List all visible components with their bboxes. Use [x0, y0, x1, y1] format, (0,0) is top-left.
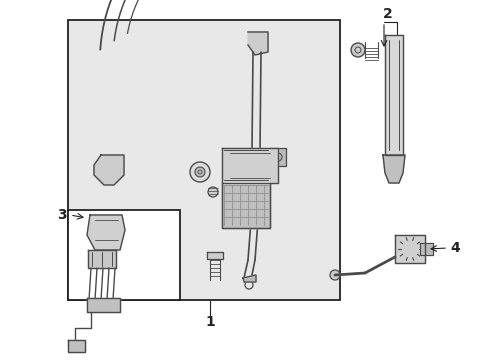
Circle shape	[406, 245, 414, 253]
Polygon shape	[94, 155, 124, 185]
Bar	[68, 20, 340, 300]
Text: 3: 3	[57, 208, 67, 222]
Polygon shape	[383, 155, 405, 183]
Polygon shape	[87, 215, 125, 250]
Text: 2: 2	[383, 7, 393, 21]
Bar	[68, 210, 180, 300]
Circle shape	[208, 187, 218, 197]
Circle shape	[256, 34, 264, 42]
Polygon shape	[222, 183, 270, 228]
Polygon shape	[420, 243, 433, 255]
Circle shape	[330, 270, 340, 280]
Polygon shape	[395, 235, 425, 263]
Polygon shape	[385, 35, 403, 155]
Polygon shape	[248, 32, 268, 55]
Circle shape	[401, 240, 419, 258]
Polygon shape	[222, 148, 278, 228]
Circle shape	[258, 36, 262, 40]
Circle shape	[351, 43, 365, 57]
Bar	[98, 165, 114, 179]
Polygon shape	[87, 298, 120, 312]
Polygon shape	[88, 250, 116, 268]
Text: 1: 1	[205, 315, 215, 329]
Text: 4: 4	[450, 241, 460, 255]
Polygon shape	[243, 275, 256, 282]
Circle shape	[190, 162, 210, 182]
Polygon shape	[207, 252, 223, 259]
Polygon shape	[68, 340, 85, 352]
Bar	[270, 148, 286, 166]
Circle shape	[195, 167, 205, 177]
Bar	[390, 43, 398, 143]
